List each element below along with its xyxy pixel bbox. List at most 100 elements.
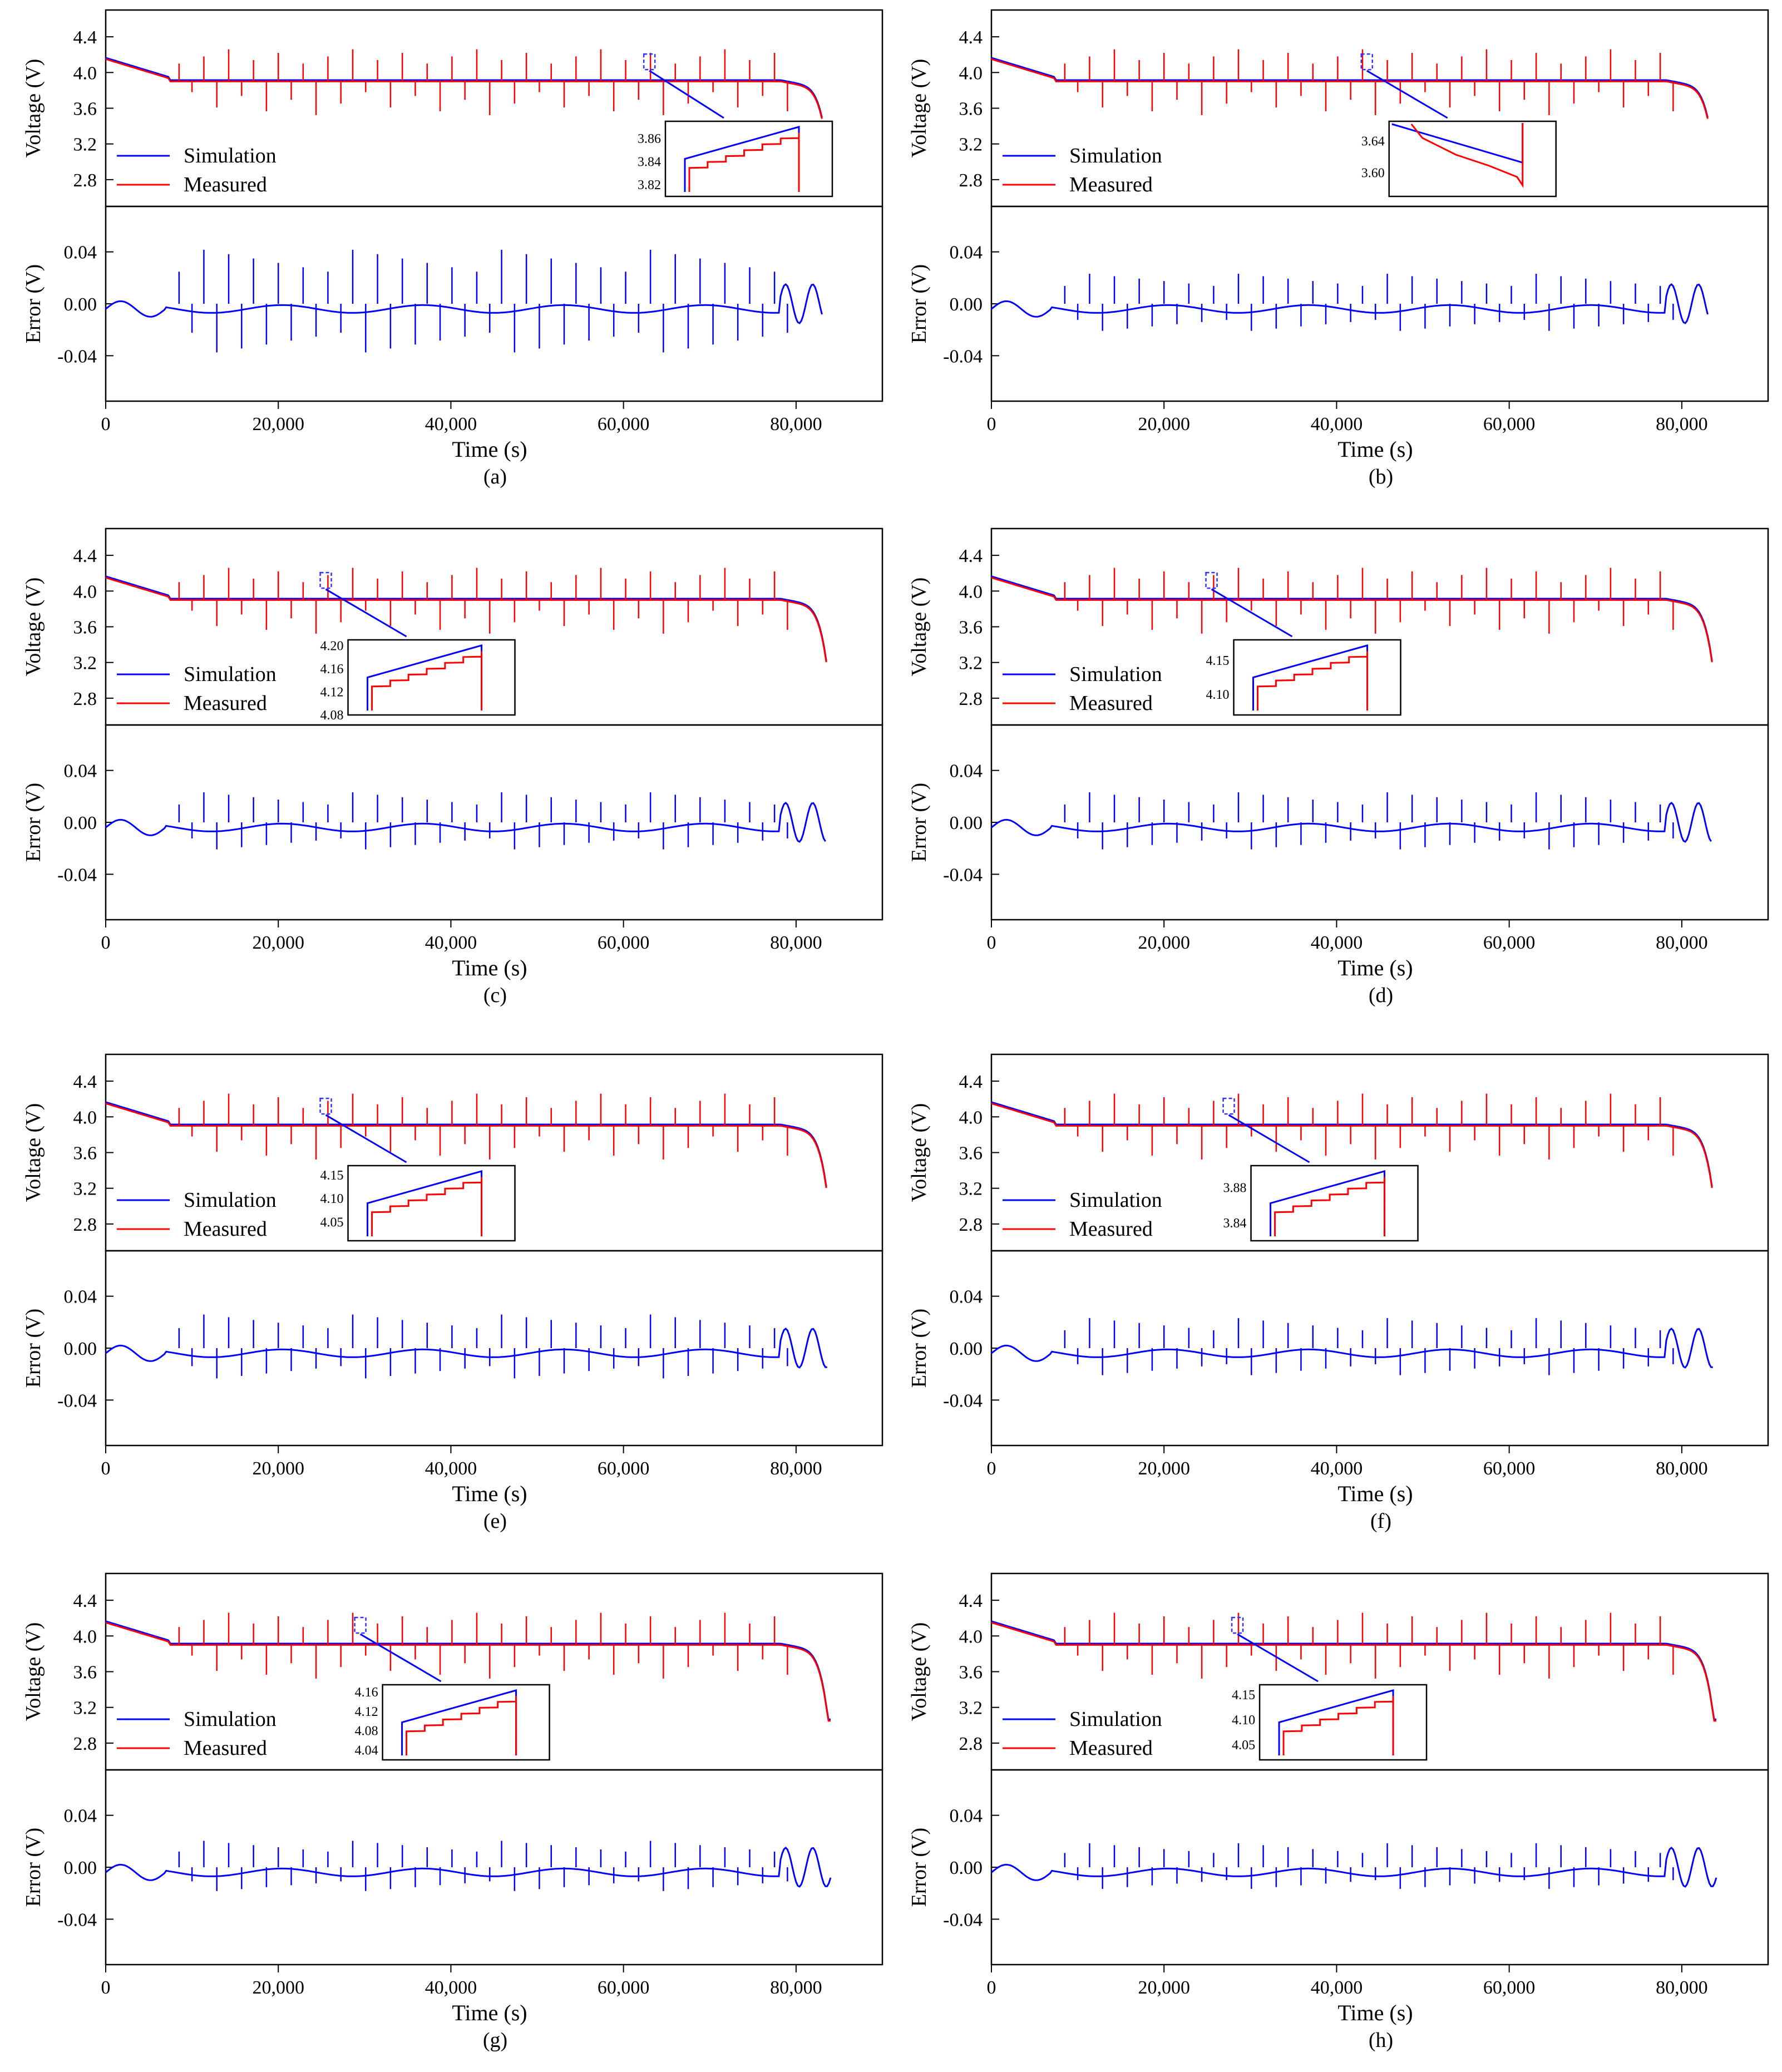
panel-h: 4.4 4.0 3.6 3.2 2.8 0.04 0.00 -0.04 0 20,000 40,00… [907, 1572, 1769, 2052]
zoom-region-box [1205, 571, 1218, 589]
inset-tick-label: 3.84 [1223, 1216, 1247, 1231]
inset-tick-label: 3.64 [1361, 135, 1385, 149]
voltage-tick-label: 2.8 [73, 1734, 97, 1754]
error-tick-label: 0.00 [950, 294, 983, 315]
error-line [105, 283, 823, 324]
error-tick-label: 0.04 [64, 243, 97, 263]
voltage-tick-label: 4.0 [73, 1626, 97, 1647]
inset-measured-line [371, 1177, 483, 1237]
x-tick-label: 60,000 [598, 1458, 650, 1479]
x-tick-label: 80,000 [1656, 414, 1708, 435]
zoom-arrow [1366, 70, 1448, 119]
x-tick-label: 40,000 [425, 1977, 477, 1998]
measured-voltage-line [105, 576, 827, 663]
simulation-voltage-line [105, 575, 827, 662]
voltage-axis-label: Voltage (V) [907, 1622, 931, 1721]
x-tick-label: 20,000 [1138, 414, 1190, 435]
error-tick-label: -0.04 [943, 346, 983, 367]
x-tick-label: 60,000 [598, 933, 650, 953]
x-tick-label: 0 [987, 1458, 996, 1479]
inset-tick-label: 4.05 [1232, 1738, 1255, 1753]
voltage-axis-label: Voltage (V) [22, 59, 45, 158]
voltage-tick-label: 4.0 [959, 1107, 983, 1128]
error-tick-label: 0.04 [64, 1287, 97, 1308]
voltage-tick-label: 3.2 [73, 1698, 97, 1719]
simulation-voltage-line [991, 1101, 1713, 1187]
zoom-arrow [649, 70, 724, 119]
voltage-tick-label: 3.6 [73, 1662, 97, 1683]
zoom-arrow [325, 1114, 407, 1163]
simulation-voltage-line [991, 57, 1709, 118]
voltage-axis-label: Voltage (V) [22, 1103, 45, 1202]
x-tick-label: 0 [987, 933, 996, 953]
legend-simulation-label: Simulation [184, 663, 277, 686]
voltage-tick-label: 4.4 [959, 1591, 983, 1611]
voltage-tick-label: 3.6 [73, 1143, 97, 1164]
measured-voltage-line [105, 1102, 827, 1188]
panel-label: (e) [483, 1509, 507, 1533]
x-tick-label: 40,000 [1311, 1458, 1363, 1479]
inset-measured-line [1257, 651, 1369, 711]
error-line [991, 283, 1709, 324]
inset-frame [347, 1165, 516, 1242]
inset-frame [1250, 1165, 1419, 1242]
error-plot-frame [990, 205, 1769, 402]
inset-tick-label: 4.10 [1206, 688, 1230, 702]
error-line [991, 1846, 1717, 1888]
voltage-tick-label: 4.4 [73, 1072, 97, 1092]
error-axis-label: Error (V) [907, 1828, 931, 1907]
error-axis-label: Error (V) [22, 1309, 45, 1388]
x-tick-label: 80,000 [1656, 1458, 1708, 1479]
error-tick-label: 0.04 [64, 1806, 97, 1827]
x-tick-label: 40,000 [1311, 933, 1363, 953]
inset-tick-label: 3.88 [1223, 1181, 1247, 1196]
panel-label: (a) [483, 465, 507, 489]
inset-tick-label: 4.08 [355, 1724, 378, 1739]
x-tick-label: 0 [987, 414, 996, 435]
zoom-region-box [643, 53, 656, 71]
x-tick-label: 0 [101, 414, 111, 435]
voltage-tick-label: 2.8 [959, 1734, 983, 1754]
error-tick-label: -0.04 [943, 1910, 983, 1930]
error-tick-label: 0.00 [950, 1339, 983, 1359]
voltage-tick-label: 4.4 [73, 1591, 97, 1611]
time-axis-label: Time (s) [1337, 437, 1413, 462]
legend-simulation-label: Simulation [1069, 1708, 1162, 1731]
legend-measured-label: Measured [1069, 692, 1153, 715]
x-tick-label: 0 [987, 1977, 996, 1998]
error-tick-label: -0.04 [57, 865, 97, 885]
inset-tick-label: 3.82 [638, 178, 661, 193]
error-tick-label: 0.04 [64, 761, 97, 782]
voltage-tick-label: 3.2 [959, 653, 983, 674]
panel-label: (b) [1369, 465, 1393, 489]
x-tick-label: 20,000 [252, 1458, 304, 1479]
voltage-tick-label: 4.4 [959, 27, 983, 48]
voltage-tick-label: 3.2 [73, 653, 97, 674]
voltage-axis-label: Voltage (V) [22, 1622, 45, 1721]
x-tick-label: 80,000 [770, 1977, 822, 1998]
zoom-region-box [319, 1097, 332, 1115]
zoom-region-box [319, 571, 332, 589]
error-plot-frame [990, 1769, 1769, 1966]
voltage-tick-label: 2.8 [73, 170, 97, 191]
voltage-tick-label: 3.2 [959, 1698, 983, 1719]
inset-tick-label: 4.12 [320, 685, 344, 699]
voltage-tick-label: 2.8 [73, 689, 97, 709]
x-tick-label: 60,000 [1483, 1458, 1536, 1479]
panel-f: 4.4 4.0 3.6 3.2 2.8 0.04 0.00 -0.04 0 20,000 40,00… [907, 1053, 1769, 1533]
error-line [105, 1846, 832, 1888]
time-axis-label: Time (s) [1337, 2000, 1413, 2025]
x-tick-label: 40,000 [1311, 414, 1363, 435]
x-tick-label: 60,000 [1483, 1977, 1536, 1998]
voltage-tick-label: 4.4 [73, 27, 97, 48]
legend-simulation-label: Simulation [1069, 663, 1162, 686]
panel-b: 4.4 4.0 3.6 3.2 2.8 0.04 0.00 -0.04 0 20,000 40,00… [907, 9, 1769, 489]
x-tick-label: 20,000 [252, 414, 304, 435]
voltage-tick-label: 4.0 [959, 63, 983, 83]
legend-measured-label: Measured [1069, 1217, 1153, 1241]
inset-frame [664, 120, 833, 198]
panel-d: 4.4 4.0 3.6 3.2 2.8 0.04 0.00 -0.04 0 20,000 40,00… [907, 527, 1769, 1007]
error-tick-label: 0.04 [950, 243, 983, 263]
voltage-tick-label: 4.0 [73, 63, 97, 83]
error-tick-label: 0.04 [950, 1806, 983, 1827]
